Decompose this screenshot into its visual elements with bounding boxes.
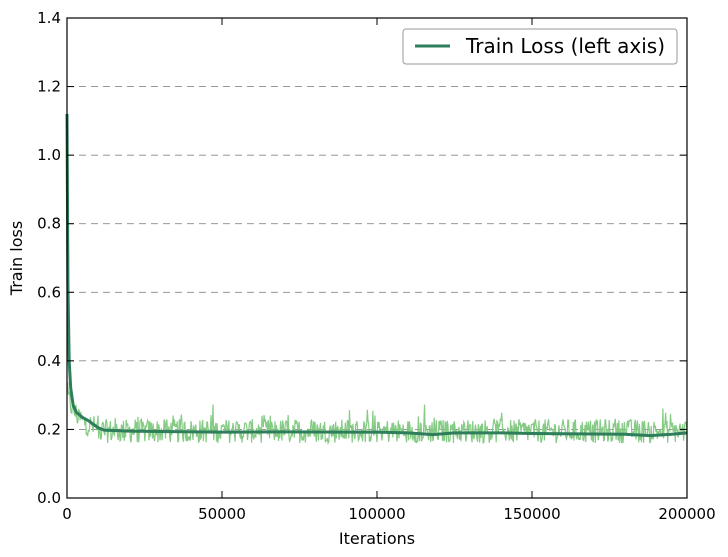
x-tick-label: 0 xyxy=(62,505,72,523)
x-tick-label: 200000 xyxy=(658,505,715,523)
legend: Train Loss (left axis) xyxy=(402,28,678,65)
raw-loss-band xyxy=(66,382,688,446)
tick-labels: 0.0 0.2 0.4 0.6 0.8 1.0 1.2 1.4 0 50000 100000 1500… xyxy=(37,9,715,523)
train-loss-line xyxy=(65,113,688,438)
axis-ticks xyxy=(66,17,688,499)
x-tick-label: 100000 xyxy=(348,505,405,523)
legend-box xyxy=(402,28,678,65)
y-tick-label: 1.4 xyxy=(37,9,61,27)
y-tick-label: 0.6 xyxy=(37,283,61,301)
raw-loss-noise xyxy=(66,382,688,446)
x-tick-label: 50000 xyxy=(198,505,246,523)
y-tick-label: 0.4 xyxy=(37,352,61,370)
y-tick-label: 1.2 xyxy=(37,78,61,96)
y-tick-label: 0.2 xyxy=(37,420,61,438)
y-tick-label: 1.0 xyxy=(37,146,61,164)
y-tick-label: 0.8 xyxy=(37,215,61,233)
x-tick-label: 150000 xyxy=(503,505,560,523)
y-tick-label: 0.0 xyxy=(37,489,61,507)
y-axis-label: Train loss xyxy=(7,221,26,296)
legend-label: Train Loss (left axis) xyxy=(465,34,665,58)
grid-lines xyxy=(67,86,687,430)
x-axis-label: Iterations xyxy=(339,529,415,548)
